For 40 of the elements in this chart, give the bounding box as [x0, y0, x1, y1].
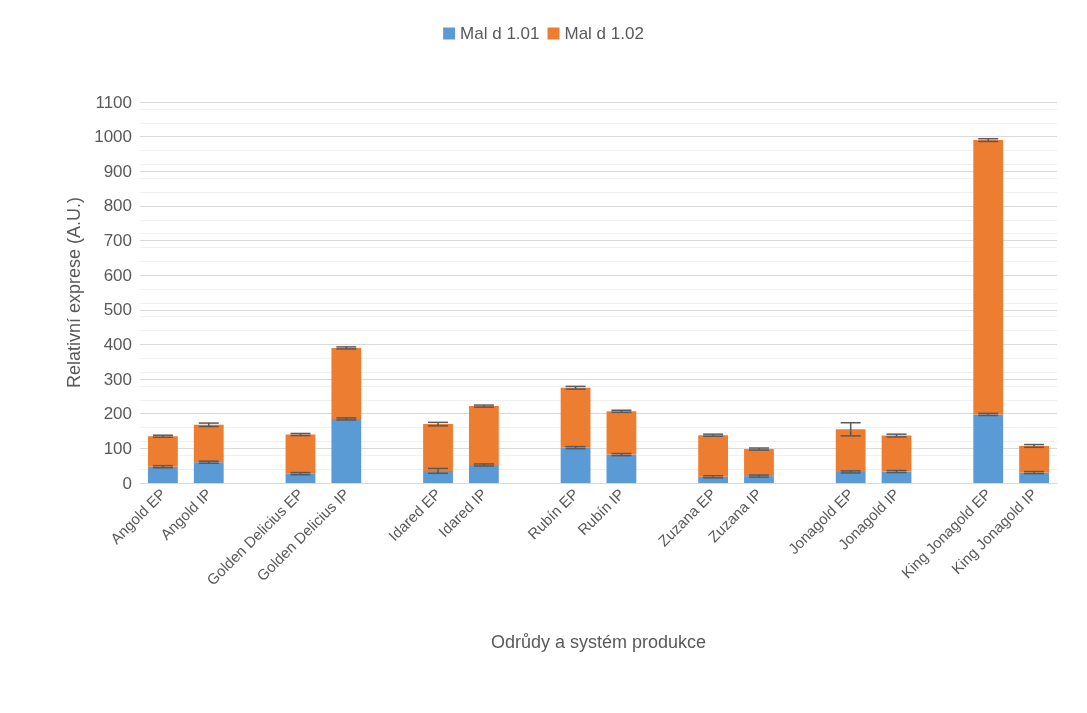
y-tick-label: 900	[103, 161, 132, 181]
y-tick-label: 200	[103, 404, 132, 424]
bar	[331, 418, 362, 483]
y-tick-label: 100	[103, 438, 132, 458]
y-axis-title: Relativní exprese (A.U.)	[64, 196, 85, 389]
bar	[1019, 472, 1049, 483]
bar	[606, 411, 637, 455]
bar	[835, 429, 866, 472]
bar	[331, 347, 362, 419]
bar	[606, 454, 637, 483]
y-tick-label: 400	[103, 334, 132, 354]
bar	[973, 414, 1004, 483]
bar	[423, 470, 453, 483]
y-tick-label: 700	[103, 231, 132, 251]
y-tick-label: 1000	[94, 127, 132, 147]
bar	[148, 466, 178, 483]
bar	[560, 447, 591, 483]
bar	[698, 435, 729, 477]
bar	[1019, 445, 1049, 473]
bar	[285, 434, 316, 474]
y-tick-label: 600	[103, 265, 132, 285]
y-tick-label: 1100	[95, 92, 132, 112]
y-tick-label: 800	[103, 196, 132, 216]
bar	[423, 424, 453, 471]
y-tick-label: 300	[103, 369, 132, 389]
legend-label: Mal d 1.02	[564, 24, 644, 43]
bar	[285, 473, 316, 483]
y-tick-label: 0	[122, 473, 132, 493]
bar	[193, 462, 224, 483]
bar	[193, 424, 224, 463]
legend-label: Mal d 1.01	[460, 24, 540, 43]
bar	[468, 406, 499, 465]
bar	[560, 387, 591, 448]
bar	[973, 140, 1004, 415]
bar	[148, 436, 178, 467]
bar	[881, 435, 912, 472]
bar	[468, 464, 499, 483]
bar	[744, 449, 774, 477]
x-axis-title: Odrůdy a systém produkce	[490, 632, 707, 652]
y-tick-label: 500	[103, 300, 132, 320]
